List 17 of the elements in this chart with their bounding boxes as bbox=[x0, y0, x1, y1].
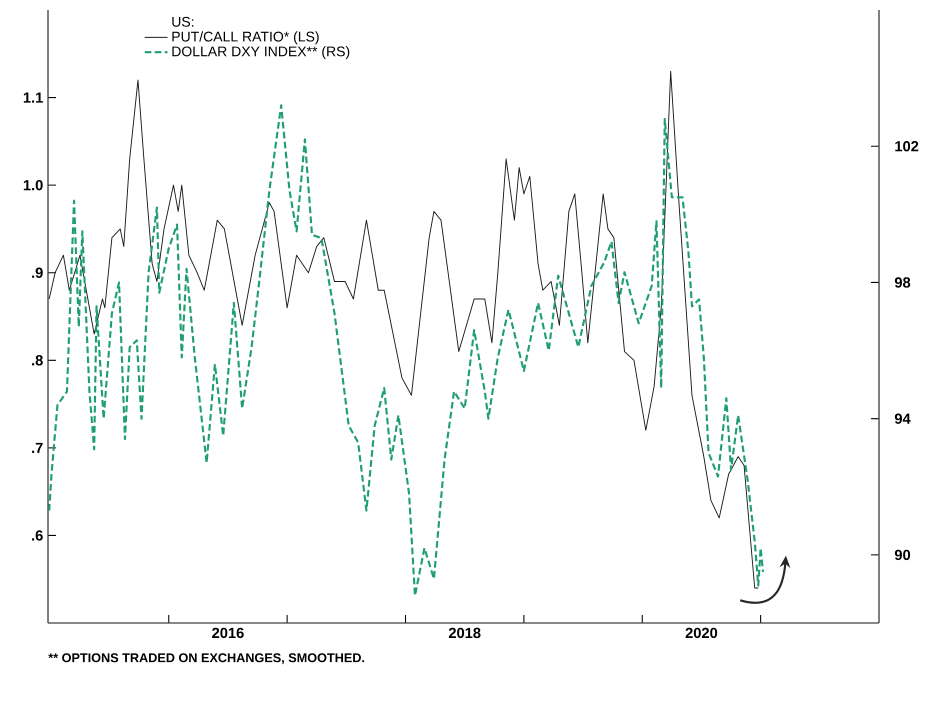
legend-label: PUT/CALL RATIO* (LS) bbox=[172, 31, 319, 44]
y-tick-label: .8 bbox=[32, 355, 43, 366]
y2-tick-label: 98 bbox=[894, 277, 910, 288]
y-tick-label: .7 bbox=[32, 442, 43, 453]
x-tick-label: 2020 bbox=[686, 628, 718, 638]
x-tick-label: 2018 bbox=[448, 628, 481, 638]
y-tick-label: 1.0 bbox=[24, 180, 43, 190]
y-tick-label: .6 bbox=[32, 530, 43, 541]
y-tick-label: 1.1 bbox=[24, 92, 43, 103]
x-tick-label: 2016 bbox=[212, 628, 244, 638]
y2-tick-label: 90 bbox=[894, 550, 910, 560]
legend-label: DOLLAR DXY INDEX** (RS) bbox=[172, 46, 350, 60]
text: ** OPTIONS TRADED ON EXCHANGES, SMOOTHED. bbox=[48, 653, 364, 664]
y2-tick-label: 94 bbox=[894, 414, 911, 424]
y-tick-label: .9 bbox=[32, 268, 43, 278]
legend-title: US: bbox=[172, 16, 194, 27]
y2-tick-label: 102 bbox=[895, 141, 918, 152]
